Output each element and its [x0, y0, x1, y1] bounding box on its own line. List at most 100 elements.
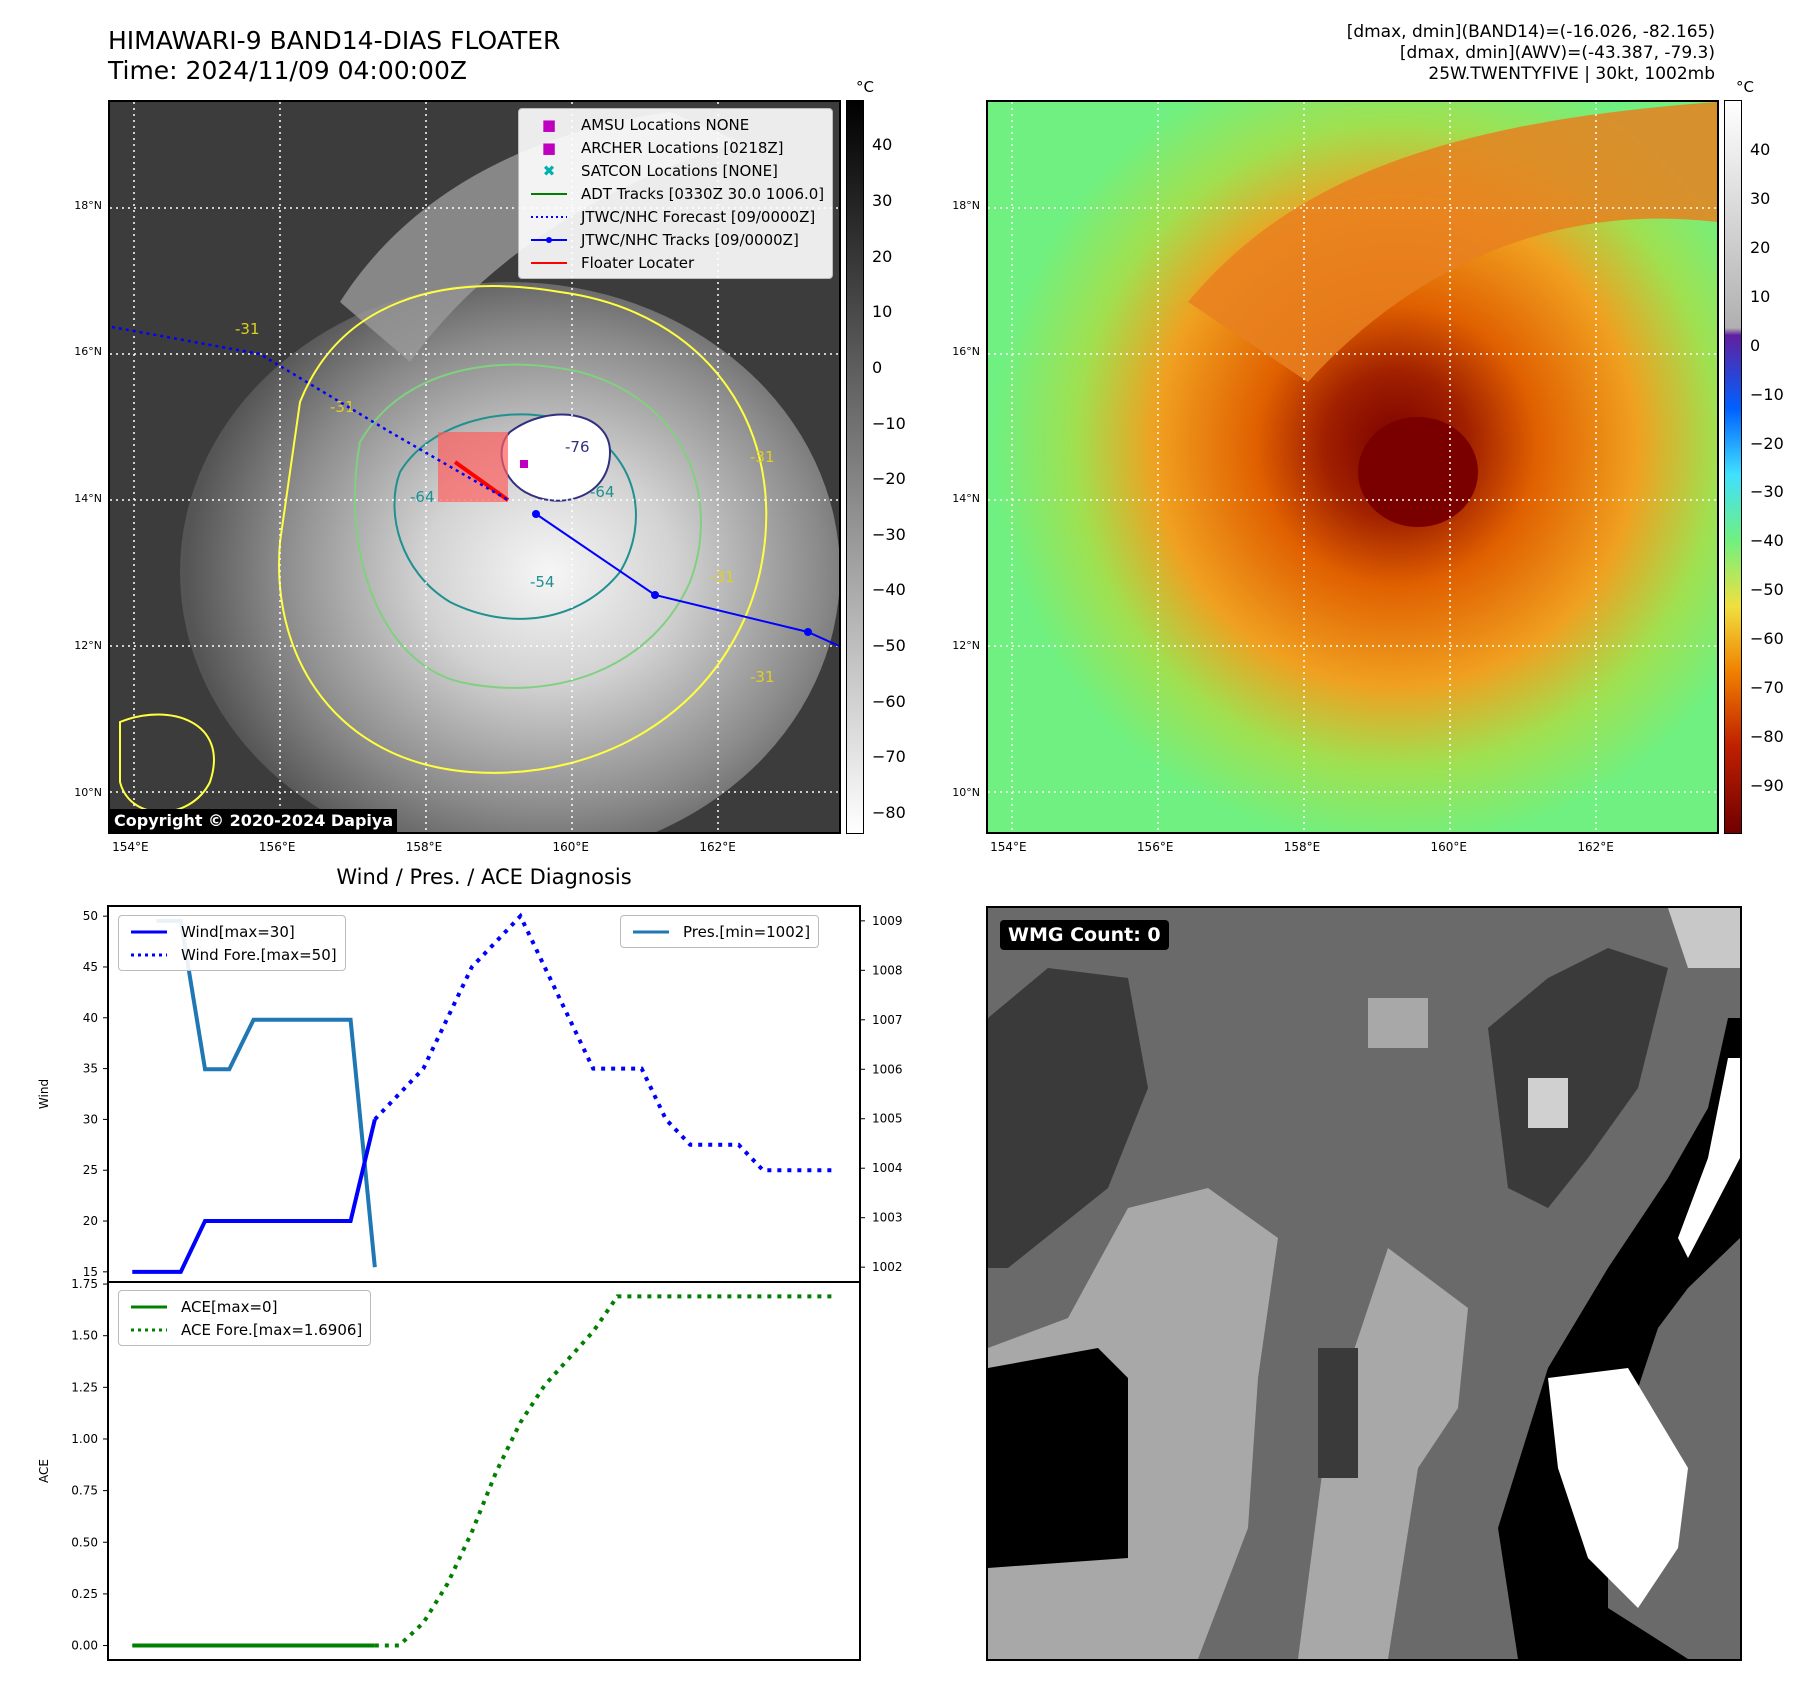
legend-item-adt: ADT Tracks [0330Z 30.0 1006.0] — [527, 182, 824, 205]
ir-lon-labels: 154°E 156°E 158°E 160°E 162°E — [108, 840, 841, 860]
enh-map-graphics — [988, 102, 1717, 832]
jtwc-track-line — [535, 513, 839, 647]
pressure-tick-label: 1004 — [872, 1161, 903, 1175]
contour-label: -31 — [235, 320, 260, 338]
wmg-region — [1498, 1018, 1740, 1659]
lat-tick-label: 10°N — [952, 785, 980, 799]
colorbar-tick-label: −50 — [1750, 580, 1784, 600]
colorbar-tick-label: 10 — [1750, 286, 1771, 306]
wind-forecast-line — [373, 912, 836, 1173]
pressure-tick-label: 1005 — [872, 1112, 903, 1126]
ace-forecast-line — [374, 1294, 836, 1648]
contour-label: -64 — [410, 488, 435, 506]
legend-label: Floater Locater — [581, 253, 695, 272]
enh-gridlines — [988, 102, 1717, 832]
line-swatch-icon — [127, 923, 171, 941]
ace-tick-label: 1.50 — [71, 1329, 98, 1343]
lon-tick-label: 156°E — [1136, 840, 1174, 854]
wmg-region — [1488, 948, 1668, 1208]
legend-label: ACE Fore.[max=1.6906] — [181, 1320, 363, 1339]
contour-label: -54 — [530, 573, 555, 591]
colorbar-tick-label: −50 — [872, 635, 906, 655]
pressure-tick-label: 1007 — [872, 1013, 903, 1027]
colorbar-tick-label: −80 — [872, 802, 906, 822]
wmg-graphics — [988, 908, 1740, 1659]
ir-colorbar-unit: °C — [856, 78, 874, 96]
lon-tick-label: 156°E — [258, 840, 296, 854]
wmg-count-badge: WMG Count: 0 — [1000, 920, 1169, 950]
contour-label: -31 — [750, 668, 775, 686]
enh-cloud-band — [1188, 102, 1717, 382]
square-marker-icon: ■ — [541, 115, 557, 134]
ace-tick-label: 1.00 — [71, 1432, 98, 1446]
archer-location-marker — [520, 460, 528, 468]
enh-colorbar — [1724, 100, 1742, 834]
contour-label: -31 — [710, 568, 735, 586]
figure-title: HIMAWARI-9 BAND14-DIAS FLOATER Time: 202… — [108, 26, 560, 86]
lat-tick-label: 16°N — [952, 345, 980, 359]
wmg-panel: WMG Count: 0 — [986, 906, 1742, 1661]
enh-colorbar-ticks: 40 30 20 10 0 −10 −20 −30 −40 −50 −60 −70 −80 −90 — [1748, 100, 1798, 834]
line-swatch-icon — [527, 185, 571, 203]
lon-tick-label: 158°E — [405, 840, 443, 854]
pressure-tick-label: 1003 — [872, 1211, 903, 1225]
contour-31 — [278, 285, 768, 774]
colorbar-tick-label: −20 — [872, 469, 906, 489]
legend-label: SATCON Locations [NONE] — [581, 161, 778, 180]
legend-label: ACE[max=0] — [181, 1297, 278, 1316]
pressure-tick-label: 1009 — [872, 914, 903, 928]
cloud-shield — [180, 282, 839, 832]
colorbar-tick-label: −40 — [872, 580, 906, 600]
wmg-region — [1528, 1078, 1568, 1128]
ace-axis-label: ACE — [37, 1459, 51, 1483]
lat-tick-label: 10°N — [74, 785, 102, 799]
wind-legend: Wind[max=30] Wind Fore.[max=50] — [118, 915, 346, 971]
colorbar-tick-label: −80 — [1750, 727, 1784, 747]
lat-tick-label: 16°N — [74, 345, 102, 359]
pressure-tick-label: 1006 — [872, 1062, 903, 1076]
lon-tick-label: 160°E — [1430, 840, 1468, 854]
colorbar-tick-label: −10 — [872, 413, 906, 433]
jtwc-track-point — [804, 628, 812, 636]
legend-item-ace-fore: ACE Fore.[max=1.6906] — [127, 1318, 362, 1341]
lat-tick-label: 18°N — [74, 198, 102, 212]
contour-label: -31 — [750, 448, 775, 466]
lat-tick-label: 14°N — [74, 492, 102, 506]
enh-colorbar-unit: °C — [1736, 78, 1754, 96]
legend-item-archer: ■ ARCHER Locations [0218Z] — [527, 136, 824, 159]
colorbar-tick-label: −90 — [1750, 776, 1784, 796]
pressure-tick-label: 1008 — [872, 963, 903, 977]
ace-tick-label: 0.00 — [71, 1639, 98, 1653]
ir-colorbar — [846, 100, 864, 834]
map-legend: ■ AMSU Locations NONE ■ ARCHER Locations [… — [518, 108, 834, 279]
diagnosis-chart: 15 20 25 30 35 40 45 50 1002 1003 1004 1005 1006 1007… — [37, 905, 903, 1661]
line-swatch-icon — [629, 923, 673, 941]
lat-tick-label: 18°N — [952, 198, 980, 212]
wmg-region — [1318, 1348, 1358, 1478]
dotted-line-swatch-icon — [527, 208, 571, 226]
pressure-line — [156, 918, 377, 1268]
legend-item-wind: Wind[max=30] — [127, 920, 337, 943]
legend-label: Wind Fore.[max=50] — [181, 945, 337, 964]
lon-tick-label: 162°E — [1577, 840, 1614, 854]
title-product: HIMAWARI-9 BAND14-DIAS FLOATER — [108, 26, 561, 55]
legend-label: ARCHER Locations [0218Z] — [581, 138, 784, 157]
ace-tick-label: 1.25 — [71, 1380, 98, 1394]
info-storm: 25W.TWENTYFIVE | 30kt, 1002mb — [1428, 64, 1715, 84]
colorbar-tick-label: 30 — [872, 191, 893, 211]
dotted-line-swatch-icon — [127, 946, 171, 964]
colorbar-tick-label: −10 — [1750, 384, 1784, 404]
ir-colorbar-ticks: 40 30 20 10 0 −10 −20 −30 −40 −50 −60 −70 −80 — [870, 100, 920, 834]
legend-item-pres: Pres.[min=1002] — [629, 920, 810, 943]
lon-tick-label: 160°E — [552, 840, 590, 854]
colorbar-tick-label: −70 — [1750, 678, 1784, 698]
ir-satellite-map: -31 -31 -31 -31 -64 -76 -64 -54 -31 ■ AMS… — [108, 100, 841, 834]
line-swatch-icon — [527, 254, 571, 272]
lon-tick-label: 154°E — [112, 840, 149, 854]
storm-info: [dmax, dmin](BAND14)=(-16.026, -82.165) … — [1347, 22, 1715, 85]
contour-labels: -31 -31 -31 -31 -64 -76 -64 -54 -31 — [235, 320, 775, 686]
wind-tick-label: 45 — [83, 960, 98, 974]
wmg-region — [1548, 1368, 1688, 1608]
legend-item-amsu: ■ AMSU Locations NONE — [527, 113, 824, 136]
pressure-legend: Pres.[min=1002] — [620, 915, 820, 948]
